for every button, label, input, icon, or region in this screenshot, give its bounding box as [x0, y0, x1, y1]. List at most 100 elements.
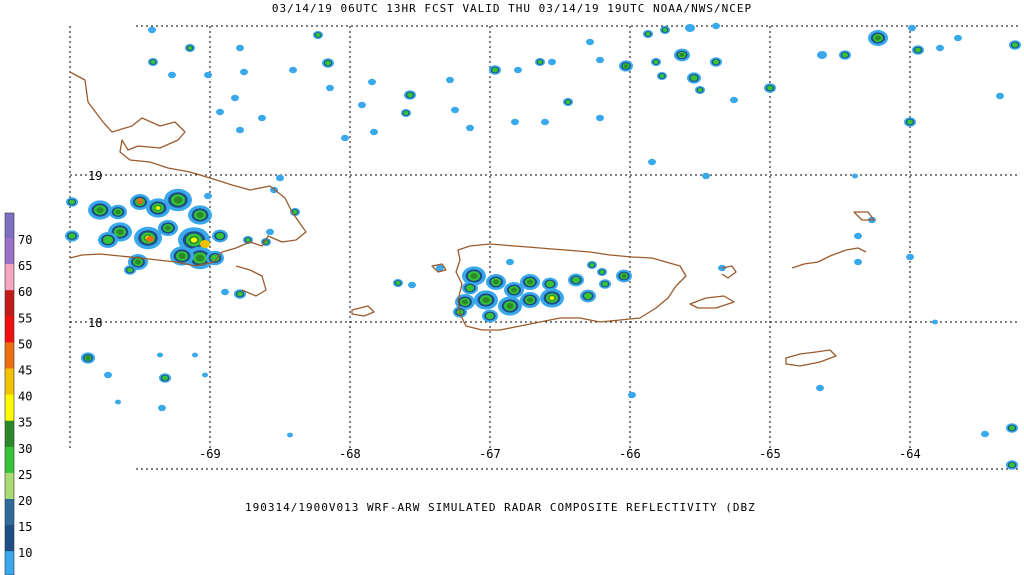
coastline-puerto-rico: [455, 243, 687, 331]
echo-cell: [231, 94, 239, 102]
echo-core-strong: [527, 297, 533, 303]
echo-core-moderate: [68, 233, 76, 239]
echo-cell: [192, 352, 198, 358]
echo-core-moderate: [697, 88, 703, 92]
legend-label-10: 10: [18, 546, 32, 560]
legend-swatch-40: [5, 394, 14, 422]
echo-cell: [266, 228, 274, 236]
echo-cell: [370, 128, 378, 136]
radar-echoes: [65, 22, 1021, 470]
echo-cell: [817, 51, 827, 59]
coastline-culebra: [721, 265, 737, 279]
echo-cell: [202, 372, 208, 378]
echo-core-moderate: [292, 210, 298, 214]
legend-swatch-30: [5, 446, 14, 474]
echo-cell: [168, 71, 176, 79]
echo-core-moderate: [767, 85, 773, 91]
echo-core-moderate: [210, 254, 220, 262]
echo-core-moderate: [1009, 425, 1015, 431]
echo-cell: [906, 253, 914, 261]
echo-cell: [506, 258, 514, 266]
echo-cell: [115, 399, 121, 405]
echo-cell: [514, 66, 522, 74]
legend-label-15: 15: [18, 520, 32, 534]
echo-cell: [628, 391, 636, 399]
legend-swatch-70: [5, 238, 14, 265]
echo-core-moderate: [315, 33, 321, 37]
echo-core-moderate: [690, 75, 698, 81]
echo-core-strong: [173, 196, 183, 204]
echo-core-heavy: [549, 296, 555, 300]
legend-label-50: 50: [18, 337, 32, 351]
legend-swatch-25: [5, 472, 14, 500]
coastlines: [69, 71, 875, 367]
echo-core-very-heavy: [200, 240, 210, 248]
map-title: 03/14/19 06UTC 13HR FCST VALID THU 03/14…: [271, 2, 753, 15]
echo-cell: [996, 92, 1004, 100]
echo-cell: [236, 126, 244, 134]
echo-cell: [221, 288, 229, 296]
echo-core-moderate: [187, 46, 193, 50]
legend-swatch-45: [5, 368, 14, 396]
legend-label-55: 55: [18, 311, 32, 325]
echo-cell: [148, 26, 156, 34]
echo-core-strong: [195, 254, 205, 262]
echo-core-moderate: [1012, 42, 1018, 48]
echo-cell: [104, 371, 112, 379]
echo-cell: [954, 34, 962, 42]
echo-core-moderate: [466, 284, 474, 292]
echo-core-moderate: [546, 280, 554, 288]
echo-cell: [852, 173, 858, 179]
legend-swatch-50: [5, 342, 14, 369]
echo-cell: [204, 71, 212, 79]
echo-cell: [326, 84, 334, 92]
echo-cell: [586, 38, 594, 46]
echo-cell: [816, 384, 824, 392]
echo-core-moderate: [1009, 462, 1015, 468]
echo-core-moderate: [69, 199, 75, 205]
legend-swatch-15: [5, 525, 14, 552]
reflectivity-legend: 70 65 60 55 50 45 40 35 30 25 20 15 10: [4, 212, 32, 575]
echo-core-strong: [482, 297, 490, 303]
echo-core-strong: [178, 253, 186, 259]
echo-cell: [368, 78, 376, 86]
echo-cell: [216, 108, 224, 116]
echo-core-moderate: [537, 60, 543, 64]
echo-core-moderate: [842, 52, 848, 58]
echo-core-moderate: [486, 312, 494, 320]
echo-core-moderate: [662, 28, 668, 32]
lon-label-64: -64: [899, 447, 921, 461]
echo-cell: [408, 281, 416, 289]
echo-cell: [854, 258, 862, 266]
echo-cell: [685, 24, 695, 32]
echo-core-strong: [96, 207, 104, 213]
legend-swatch-35: [5, 420, 14, 448]
coastline-st-croix: [785, 349, 837, 367]
echo-core-strong: [527, 279, 533, 285]
echo-core-moderate: [407, 92, 413, 98]
echo-cell: [702, 172, 710, 180]
legend-label-45: 45: [18, 364, 32, 378]
echo-cell: [596, 114, 604, 122]
echo-core-intense: [137, 198, 143, 204]
echo-cell: [511, 118, 519, 126]
echo-core-strong: [135, 259, 141, 265]
legend-top-swatch: [5, 213, 14, 238]
legend-label-60: 60: [18, 285, 32, 299]
echo-core-strong: [623, 64, 629, 68]
echo-core-moderate: [150, 60, 156, 64]
echo-core-strong: [679, 53, 685, 57]
lon-label-67: -67: [479, 447, 501, 461]
echo-cell: [358, 101, 366, 109]
echo-core-moderate: [584, 292, 592, 300]
lon-label-65: -65: [759, 447, 781, 461]
legend-swatch-60: [5, 290, 14, 317]
coastline-isla-saona: [351, 305, 375, 317]
echo-core-moderate: [216, 232, 224, 240]
legend-label-25: 25: [18, 468, 32, 482]
echo-core-moderate: [589, 263, 595, 267]
echo-core-strong: [165, 225, 171, 231]
echo-core-heavy: [190, 237, 198, 243]
echo-cell: [289, 66, 297, 74]
